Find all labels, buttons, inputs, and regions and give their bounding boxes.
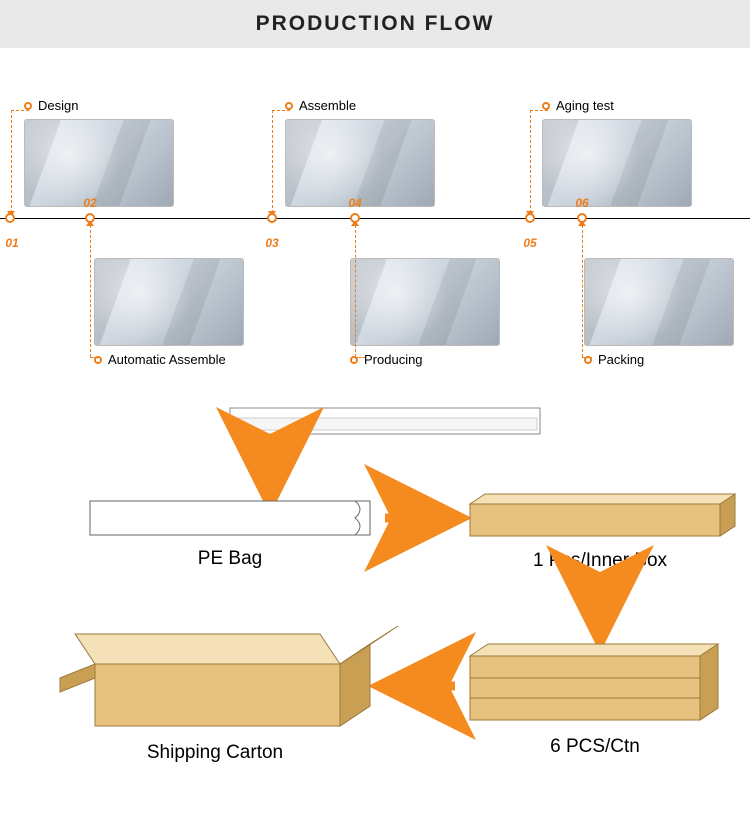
connector	[272, 110, 273, 213]
connector	[11, 110, 12, 213]
step-photo	[542, 119, 692, 207]
shipping-carton-icon	[60, 626, 398, 726]
connector	[355, 225, 356, 357]
six-pcs-label: 6 PCS/Ctn	[550, 736, 640, 757]
node-number: 02	[83, 196, 96, 210]
step-auto-assemble: Automatic Assemble	[94, 258, 254, 367]
timeline-node	[525, 213, 535, 223]
connector	[530, 110, 548, 111]
connector	[90, 225, 91, 357]
page-title: PRODUCTION FLOW	[0, 0, 750, 48]
connector	[272, 110, 290, 111]
step-photo	[584, 258, 734, 346]
packaging-flow: PE Bag 1 Pcs/Inner Box 6 PCS/Ctn Shippin…	[0, 396, 750, 796]
node-number: 03	[265, 236, 278, 250]
step-label: Design	[38, 98, 78, 113]
step-photo	[24, 119, 174, 207]
shipping-carton-label: Shipping Carton	[147, 742, 283, 763]
connector	[11, 110, 29, 111]
timeline-axis	[0, 218, 750, 219]
node-number: 06	[575, 196, 588, 210]
timeline-node	[267, 213, 277, 223]
connector	[530, 110, 531, 213]
step-design: Design	[24, 98, 184, 207]
step-producing: Producing	[350, 258, 510, 367]
step-label: Producing	[364, 352, 423, 367]
timeline-node	[5, 213, 15, 223]
timeline-node	[350, 213, 360, 223]
step-photo	[285, 119, 435, 207]
step-label: Aging test	[556, 98, 614, 113]
inner-box-icon	[470, 494, 735, 536]
bullet-icon	[285, 102, 293, 110]
step-photo	[94, 258, 244, 346]
bullet-icon	[24, 102, 32, 110]
step-packing: Packing	[584, 258, 744, 367]
packaging-diagram: PE Bag 1 Pcs/Inner Box 6 PCS/Ctn Shippin…	[0, 396, 750, 796]
node-number: 05	[523, 236, 536, 250]
timeline-node	[577, 213, 587, 223]
step-assemble: Assemble	[285, 98, 445, 207]
six-pcs-icon	[470, 644, 718, 720]
connector	[355, 357, 365, 358]
bullet-icon	[542, 102, 550, 110]
step-label: Automatic Assemble	[108, 352, 226, 367]
step-photo	[350, 258, 500, 346]
timeline-node	[85, 213, 95, 223]
pe-bag-label: PE Bag	[198, 548, 262, 569]
connector	[582, 357, 592, 358]
step-aging-test: Aging test	[542, 98, 702, 207]
connector	[90, 357, 100, 358]
product-icon	[230, 408, 540, 434]
inner-box-label: 1 Pcs/Inner Box	[533, 550, 668, 571]
step-label: Assemble	[299, 98, 356, 113]
connector	[582, 225, 583, 357]
node-number: 01	[5, 236, 18, 250]
node-number: 04	[348, 196, 361, 210]
pe-bag-icon	[90, 501, 370, 535]
step-label: Packing	[598, 352, 644, 367]
production-timeline: Design Assemble Aging test Automatic Ass…	[0, 58, 750, 388]
